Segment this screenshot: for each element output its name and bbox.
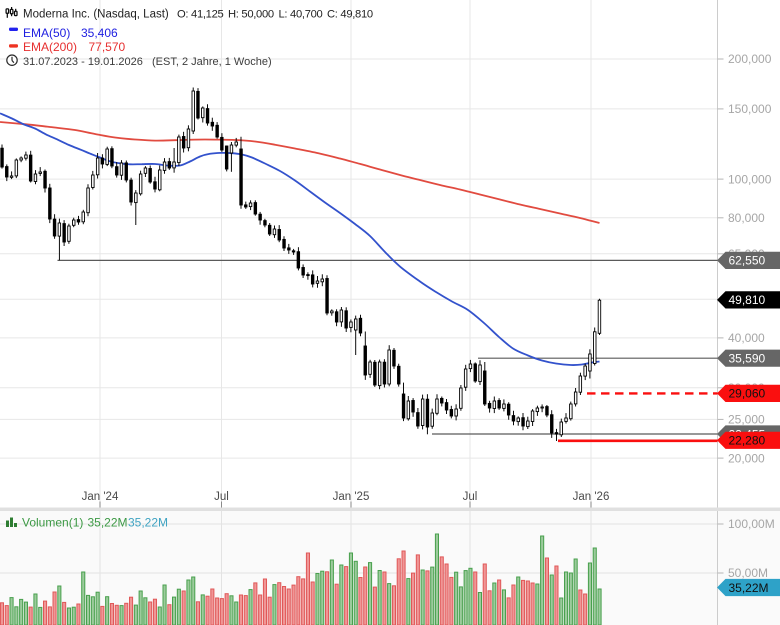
- svg-text:Volumen(1): Volumen(1): [22, 516, 83, 530]
- svg-text:35,22M: 35,22M: [88, 516, 128, 530]
- svg-text:O: 41,125: O: 41,125: [177, 8, 224, 20]
- svg-text:Jan '24: Jan '24: [82, 491, 119, 503]
- svg-text:80,000: 80,000: [728, 211, 765, 225]
- svg-text:Jan '26: Jan '26: [573, 491, 610, 503]
- svg-text:Jul: Jul: [463, 491, 478, 503]
- svg-text:20,000: 20,000: [728, 451, 765, 465]
- svg-text:35,406: 35,406: [81, 26, 118, 40]
- svg-text:29,060: 29,060: [729, 387, 766, 401]
- svg-text:77,570: 77,570: [89, 40, 126, 54]
- svg-text:EMA(200): EMA(200): [23, 40, 77, 54]
- svg-text:49,810: 49,810: [729, 293, 766, 307]
- svg-text:40,000: 40,000: [728, 331, 765, 345]
- svg-text:Jul: Jul: [214, 491, 229, 503]
- svg-text:25,000: 25,000: [728, 413, 765, 427]
- svg-text:31.07.2023 - 19.01.2026: 31.07.2023 - 19.01.2026: [23, 56, 143, 68]
- svg-text:C: 49,810: C: 49,810: [327, 8, 373, 20]
- svg-text:Moderna Inc. (Nasdaq, Last): Moderna Inc. (Nasdaq, Last): [23, 8, 169, 20]
- svg-text:22,280: 22,280: [729, 434, 766, 448]
- svg-text:100,00M: 100,00M: [728, 517, 775, 531]
- svg-text:100,000: 100,000: [728, 172, 772, 186]
- svg-text:50,00M: 50,00M: [728, 566, 768, 580]
- svg-text:35,590: 35,590: [729, 352, 766, 366]
- svg-text:L: 40,700: L: 40,700: [279, 8, 323, 20]
- svg-text:EMA(50): EMA(50): [23, 26, 70, 40]
- svg-text:200,000: 200,000: [728, 52, 772, 66]
- svg-text:150,000: 150,000: [728, 102, 772, 116]
- svg-text:(EST, 2 Jahre, 1 Woche): (EST, 2 Jahre, 1 Woche): [152, 56, 272, 68]
- svg-text:35,22M: 35,22M: [729, 581, 769, 595]
- svg-text:H: 50,000: H: 50,000: [228, 8, 274, 20]
- svg-text:Jan '25: Jan '25: [333, 491, 370, 503]
- svg-text:62,550: 62,550: [729, 254, 766, 268]
- svg-text:35,22M: 35,22M: [128, 516, 168, 530]
